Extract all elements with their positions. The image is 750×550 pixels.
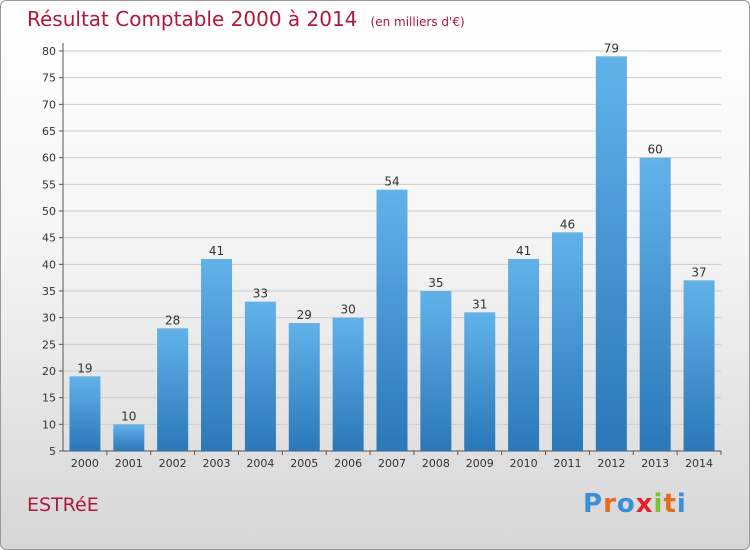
y-tick-label: 70 bbox=[42, 98, 56, 111]
y-tick-label: 15 bbox=[42, 392, 56, 405]
bar-2011 bbox=[551, 232, 583, 451]
logo-letter: r bbox=[603, 489, 617, 519]
chart-title: Résultat Comptable 2000 à 2014 (en milli… bbox=[27, 7, 465, 31]
bar-2000 bbox=[69, 376, 101, 451]
y-tick-label: 45 bbox=[42, 232, 56, 245]
y-tick-labels: 5 10 15 20 25 30 35 40 45 50 55 60 65 70 75 80 bbox=[42, 45, 56, 458]
bar-2014 bbox=[683, 280, 715, 451]
y-tick-label: 20 bbox=[42, 365, 56, 378]
x-tick-labels: 2000 2001 2002 2003 2004 2005 2006 2007 2008 2009… bbox=[71, 457, 713, 470]
x-tick-label-2000: 2000 bbox=[71, 457, 99, 470]
data-label-2007: 54 bbox=[384, 175, 399, 189]
bar-2007 bbox=[376, 189, 408, 451]
commune-name: ESTRéE bbox=[27, 494, 99, 516]
y-tick-label: 55 bbox=[42, 178, 56, 191]
data-label-2004: 33 bbox=[253, 287, 268, 301]
data-label-2013: 60 bbox=[648, 143, 663, 157]
y-tick-label: 25 bbox=[42, 338, 56, 351]
chart-title-unit: (en milliers d'€) bbox=[370, 15, 465, 29]
data-labels: 19 10 28 41 33 29 30 54 35 31 41 46 79 60 37 bbox=[77, 41, 706, 423]
y-tick-label: 75 bbox=[42, 72, 56, 85]
proxiti-logo[interactable]: Proxiti bbox=[583, 489, 687, 519]
data-label-2006: 30 bbox=[340, 303, 355, 317]
x-tick-label-2009: 2009 bbox=[466, 457, 494, 470]
y-tick-label: 5 bbox=[49, 445, 56, 458]
bar-2002 bbox=[157, 328, 189, 451]
x-tick-label-2001: 2001 bbox=[115, 457, 143, 470]
chart-title-main: Résultat Comptable 2000 à 2014 bbox=[27, 7, 358, 31]
logo-letter: i bbox=[653, 489, 664, 519]
bar-2005 bbox=[288, 323, 320, 451]
x-tick-label-2013: 2013 bbox=[641, 457, 669, 470]
y-tick-label: 80 bbox=[42, 45, 56, 58]
y-tick-label: 10 bbox=[42, 418, 56, 431]
logo-letter: P bbox=[583, 489, 604, 519]
y-tick-label: 35 bbox=[42, 285, 56, 298]
x-tick-label-2004: 2004 bbox=[246, 457, 274, 470]
bar-2001 bbox=[113, 424, 145, 451]
data-label-2012: 79 bbox=[604, 41, 619, 55]
bar-2010 bbox=[508, 259, 540, 451]
data-label-2014: 37 bbox=[691, 265, 706, 279]
x-tick-label-2002: 2002 bbox=[159, 457, 187, 470]
data-label-2000: 19 bbox=[77, 361, 92, 375]
y-tick-label: 65 bbox=[42, 125, 56, 138]
bar-2013 bbox=[639, 157, 671, 451]
logo-letter: x bbox=[635, 489, 654, 519]
bar-2009 bbox=[464, 312, 496, 451]
x-tick-label-2005: 2005 bbox=[290, 457, 318, 470]
y-tick-label: 60 bbox=[42, 152, 56, 165]
x-tick-label-2006: 2006 bbox=[334, 457, 362, 470]
x-tick-label-2010: 2010 bbox=[510, 457, 538, 470]
bar-2004 bbox=[244, 301, 276, 451]
x-tick-label-2007: 2007 bbox=[378, 457, 406, 470]
data-label-2008: 35 bbox=[428, 276, 443, 290]
x-tick-label-2003: 2003 bbox=[203, 457, 231, 470]
bars bbox=[69, 56, 715, 451]
logo-letter: t bbox=[663, 489, 677, 519]
data-label-2003: 41 bbox=[209, 244, 224, 258]
y-tick-label: 30 bbox=[42, 312, 56, 325]
y-tick-label: 50 bbox=[42, 205, 56, 218]
x-tick-label-2008: 2008 bbox=[422, 457, 450, 470]
data-label-2011: 46 bbox=[560, 217, 575, 231]
x-tick-label-2011: 2011 bbox=[553, 457, 581, 470]
bar-2006 bbox=[332, 317, 364, 451]
data-label-2002: 28 bbox=[165, 313, 180, 327]
y-tick-label: 40 bbox=[42, 258, 56, 271]
data-label-2010: 41 bbox=[516, 244, 531, 258]
data-label-2005: 29 bbox=[297, 308, 312, 322]
data-label-2009: 31 bbox=[472, 297, 487, 311]
bar-2003 bbox=[201, 259, 233, 451]
x-tick-label-2012: 2012 bbox=[597, 457, 625, 470]
bar-2008 bbox=[420, 291, 452, 451]
logo-letter: i bbox=[676, 489, 687, 519]
bar-2012 bbox=[595, 56, 627, 451]
x-tick-label-2014: 2014 bbox=[685, 457, 713, 470]
logo-letter: o bbox=[616, 489, 636, 519]
data-label-2001: 10 bbox=[121, 409, 136, 423]
